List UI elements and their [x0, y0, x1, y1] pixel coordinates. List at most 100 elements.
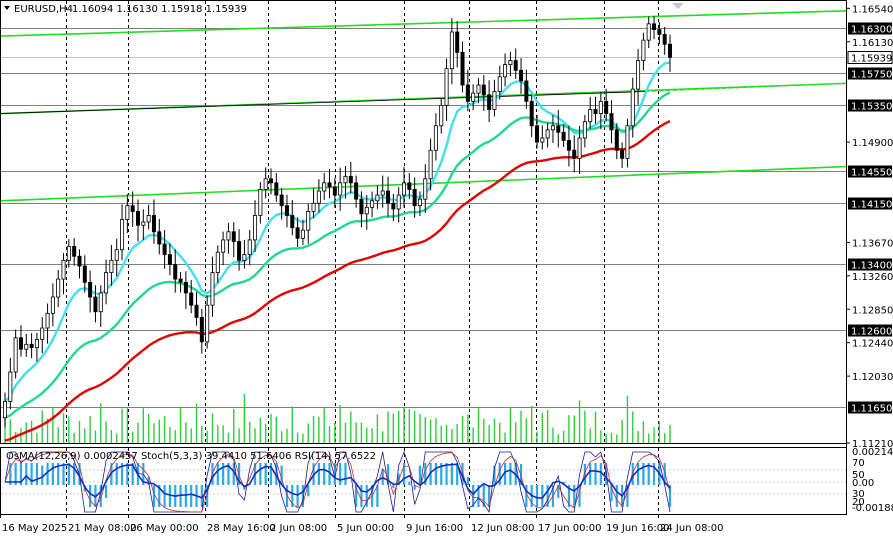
indicator-axis-label: 20 — [852, 497, 865, 508]
candle-body — [268, 178, 273, 184]
candle-body — [98, 292, 103, 313]
candle-body — [72, 246, 77, 257]
level-label-box — [848, 197, 892, 210]
candle-body — [497, 76, 502, 92]
candle-body — [45, 312, 50, 329]
price-axis: 1.16300 1.15750 1.15350 1.14550 1.14150 1.134… — [846, 4, 893, 514]
candle-body — [566, 140, 571, 151]
candle-body — [141, 221, 146, 226]
candle-body — [508, 60, 513, 66]
candle-body — [487, 94, 492, 110]
time-tick-label: 17 Jun 00:00 — [538, 523, 602, 534]
candle-body — [348, 175, 353, 184]
candle-body — [50, 296, 55, 314]
candle-body — [205, 304, 210, 343]
candle-body — [29, 343, 34, 348]
price-tick-label: 1.14900 — [852, 138, 893, 149]
level-label-text: 1.16300 — [851, 25, 892, 36]
symbol-dropdown-icon[interactable] — [4, 6, 10, 10]
candle-body — [338, 182, 343, 196]
candle-body — [199, 317, 204, 343]
level-label: 1.11650 — [848, 401, 892, 415]
indicator-axis-label: 50 — [852, 470, 865, 481]
shift-marker-icon[interactable] — [672, 3, 684, 9]
candle-body — [56, 278, 61, 298]
candle-body — [306, 210, 311, 231]
candle-body — [370, 200, 375, 208]
time-tick-label: 5 Jun 00:00 — [337, 523, 394, 534]
candle-body — [178, 278, 183, 283]
candle-body — [135, 210, 140, 226]
candle-body — [157, 231, 162, 245]
candle-body — [34, 339, 39, 348]
candle-body — [104, 272, 109, 294]
channel-lines — [0, 9, 847, 202]
moving-average-1 — [4, 61, 671, 403]
candle-body — [481, 84, 486, 96]
candle-body — [253, 215, 258, 241]
time-tick-label: 2 Jun 08:00 — [270, 523, 327, 534]
level-label: 1.16300 — [848, 22, 892, 36]
candle-body — [465, 84, 470, 102]
candle-body — [295, 227, 300, 239]
candle-body — [237, 241, 242, 261]
candle-body — [359, 198, 364, 215]
candle-body — [556, 125, 561, 133]
level-label-box — [848, 165, 892, 178]
time-tick-label: 19 Jun 16:00 — [606, 523, 670, 534]
candle-body — [221, 239, 226, 253]
price-tick-label: 1.11210 — [852, 439, 893, 450]
candle-body — [529, 100, 534, 127]
candle-body — [503, 64, 508, 78]
candle-body — [258, 188, 263, 216]
candle-body — [364, 206, 369, 215]
candle-body — [354, 182, 359, 200]
candle-body — [662, 34, 667, 45]
candle-body — [423, 178, 428, 200]
candle-body — [407, 182, 412, 190]
candle-body — [332, 186, 337, 196]
candle-body — [582, 121, 587, 139]
candle-body — [125, 205, 130, 220]
candle-body — [535, 125, 540, 143]
candle-body — [18, 337, 23, 350]
level-label: 1.15350 — [848, 99, 892, 113]
candle-body — [210, 272, 215, 306]
candle-body — [641, 39, 646, 61]
candle-body — [386, 190, 391, 204]
level-label-box — [848, 324, 892, 337]
candle-body — [657, 29, 662, 35]
candle-body — [625, 125, 630, 159]
candle-body — [524, 80, 529, 102]
candle-body — [449, 31, 454, 70]
candle-body — [77, 255, 82, 267]
current-price-box — [847, 51, 893, 64]
candle-body — [40, 327, 45, 340]
candle-body — [327, 182, 332, 188]
candle-body — [620, 149, 625, 159]
candle-body — [550, 125, 555, 131]
candle-body — [279, 194, 284, 207]
candle-body — [380, 190, 385, 196]
level-label-box — [848, 99, 892, 112]
candle-body — [194, 304, 199, 318]
moving-average-3 — [4, 120, 671, 442]
indicator-axis-label: 30 — [852, 489, 865, 500]
candle-body — [24, 343, 29, 350]
stochastic-signal-line — [4, 451, 671, 513]
candle-body — [428, 149, 433, 180]
candle-body — [274, 182, 279, 196]
current-price-text: 1.15939 — [851, 54, 892, 65]
volume-bars — [4, 394, 671, 443]
candle-body — [572, 149, 577, 159]
candle-body — [545, 129, 550, 139]
candle-body — [109, 259, 114, 273]
price-tick-label: 1.13260 — [852, 272, 893, 283]
price-tick-label: 1.13670 — [852, 238, 893, 249]
level-label-text: 1.12600 — [851, 327, 892, 338]
time-tick-label: 21 May 08:00 — [68, 523, 137, 534]
level-label: 1.15750 — [848, 67, 892, 81]
candle-body — [513, 60, 518, 71]
